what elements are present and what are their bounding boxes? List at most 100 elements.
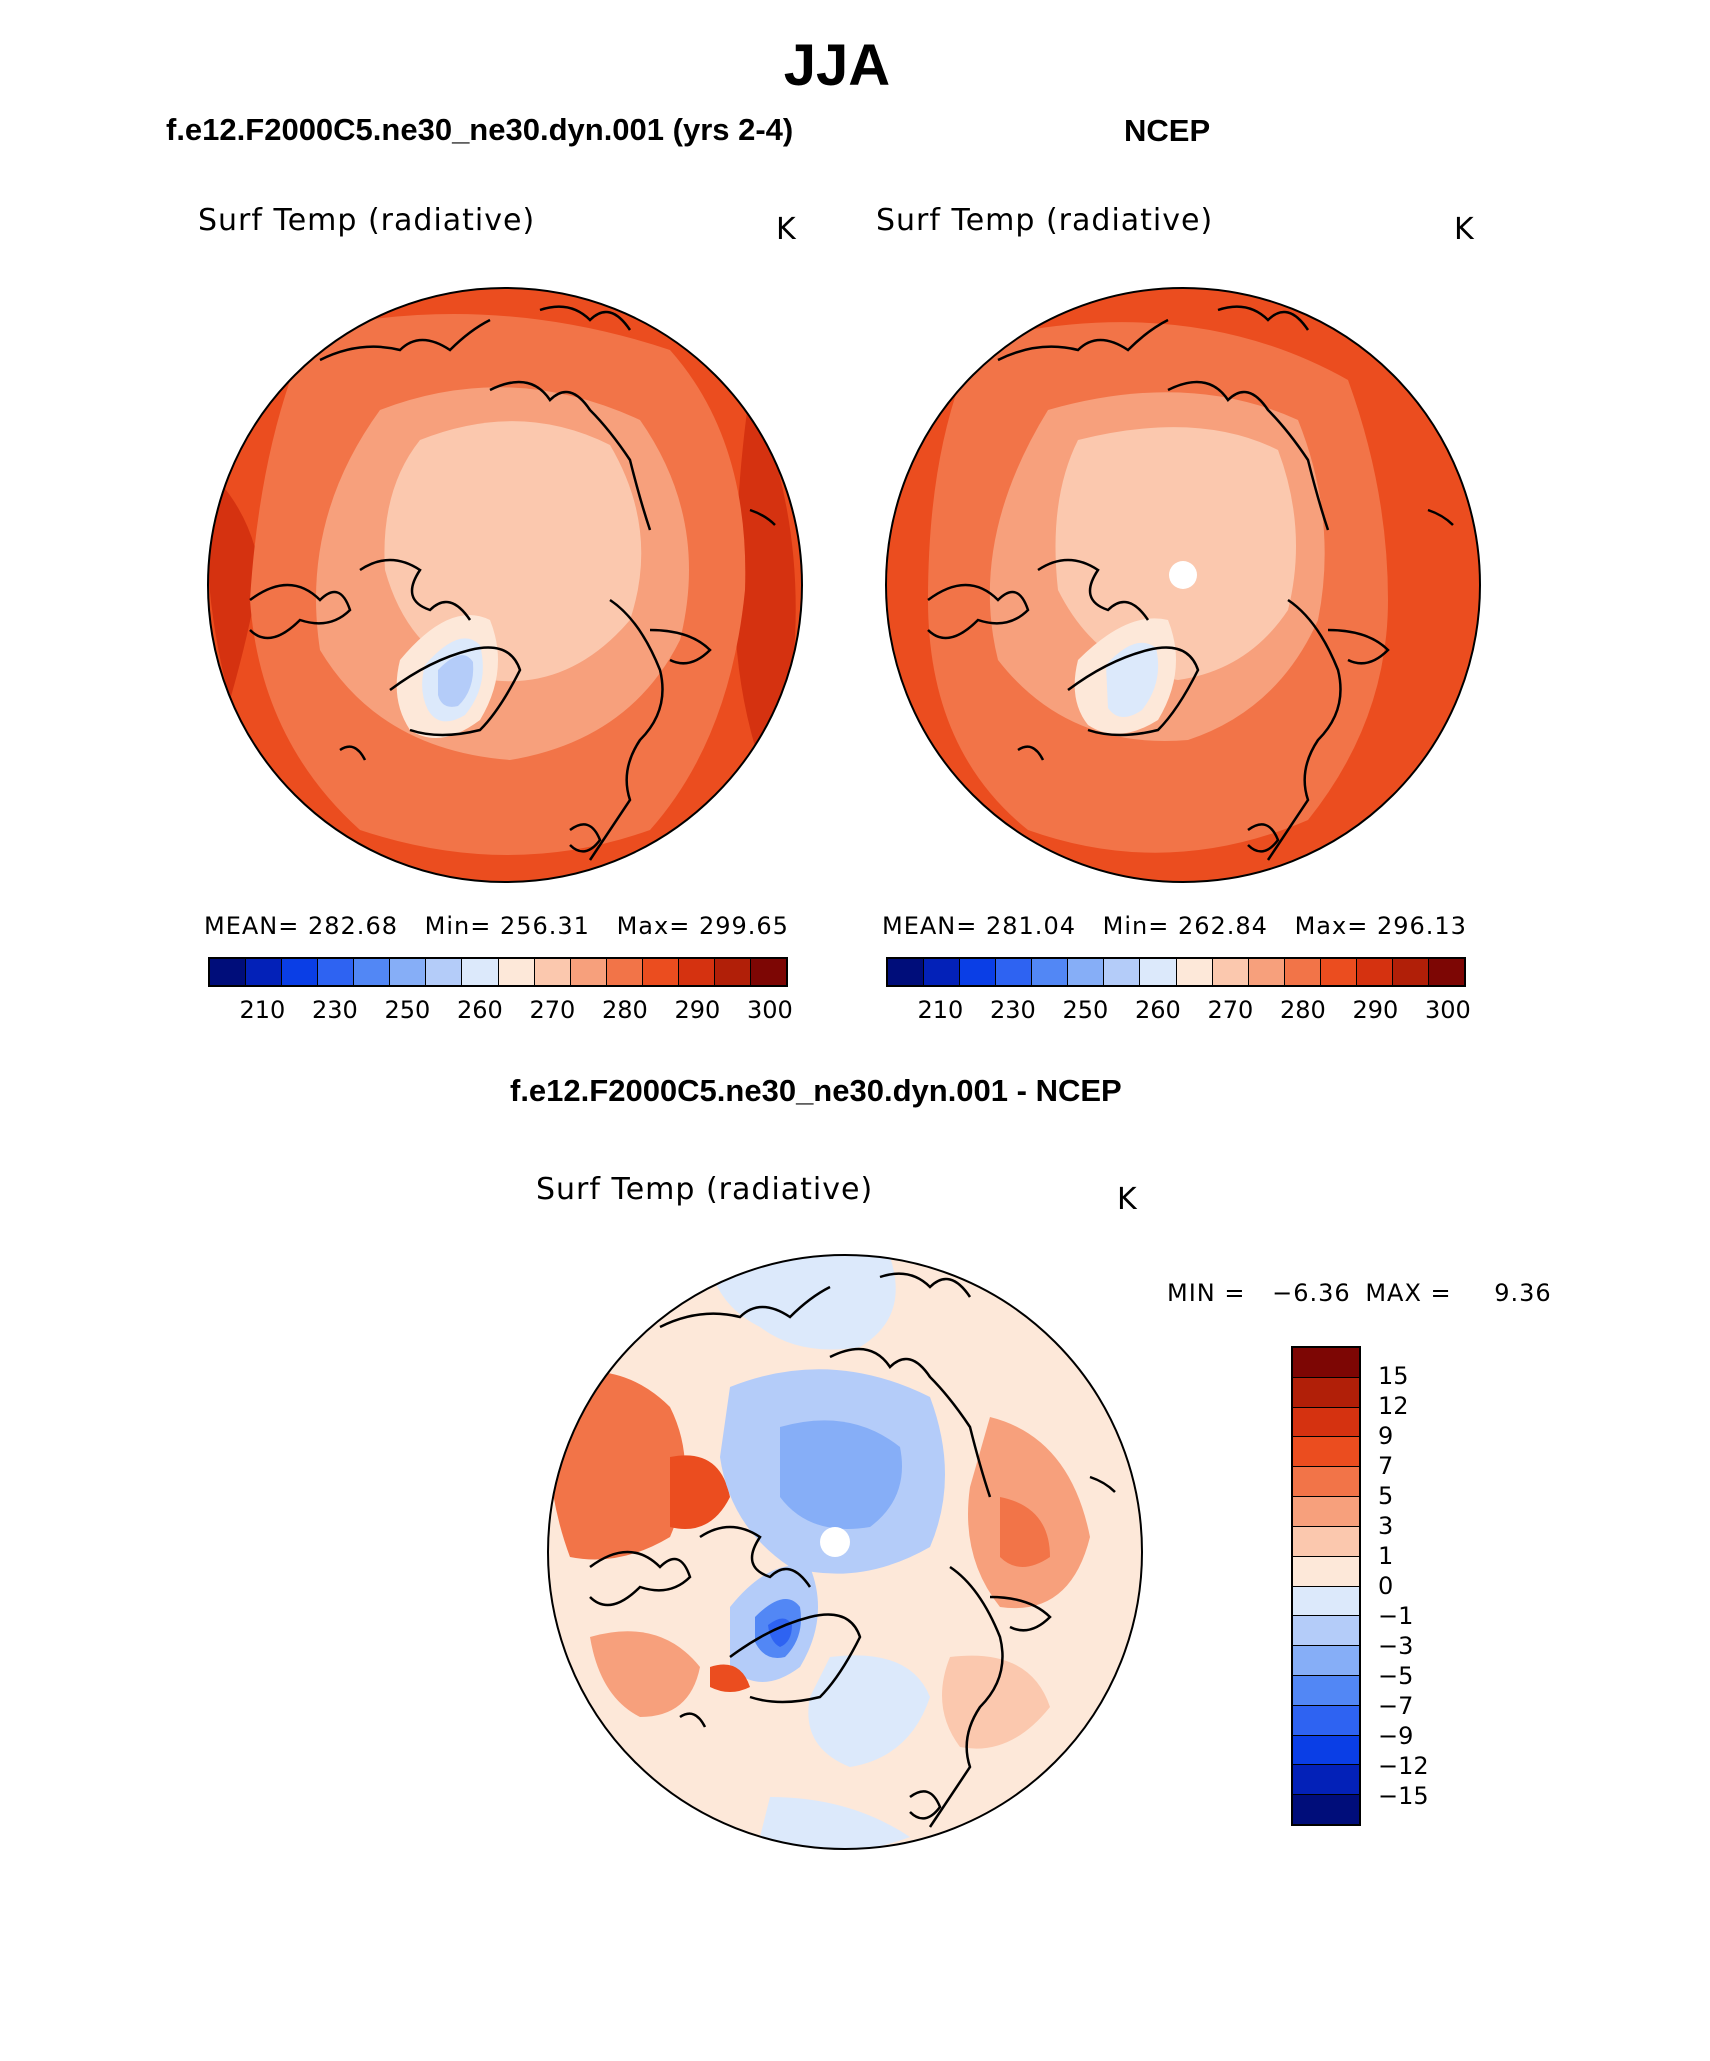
ncep-min-label: Min= [1102, 912, 1170, 940]
ncep-stats: MEAN= 281.04 Min= 262.84 Max= 296.13 [882, 912, 1467, 940]
colorbar-tick-label: 250 [384, 996, 431, 1024]
model-max-value: 299.65 [698, 912, 789, 940]
colorbar-swatch [318, 959, 355, 985]
colorbar-tick-label: 230 [989, 996, 1036, 1024]
colorbar-tick-label: 260 [1134, 996, 1181, 1024]
colorbar-swatch [1293, 1646, 1359, 1676]
map-fill-hot-east [734, 390, 796, 790]
colorbar-swatch [606, 959, 643, 985]
diff-min-label: MIN = [1167, 1279, 1246, 1307]
colorbar-swatch [1356, 959, 1393, 985]
colorbar-swatch [1293, 1586, 1359, 1617]
colorbar-tick-label: −1 [1378, 1602, 1414, 1630]
model-colorbar-ticks: 210 230 250 260 270 280 290 300 [208, 996, 792, 1026]
map-fill-cool-north [710, 1255, 896, 1350]
colorbar-tick-label: 300 [746, 996, 793, 1024]
colorbar-tick-label: 9 [1378, 1422, 1394, 1450]
colorbar-swatch [1293, 1795, 1359, 1824]
colorbar-tick-label: −7 [1378, 1692, 1414, 1720]
colorbar-swatch [1248, 959, 1285, 985]
colorbar-swatch [498, 959, 535, 985]
colorbar-tick-label: 230 [311, 996, 358, 1024]
colorbar-tick-label: −12 [1378, 1752, 1429, 1780]
colorbar-swatch [570, 959, 607, 985]
diff-min-value: −6.36 [1272, 1279, 1351, 1307]
colorbar-swatch [1212, 959, 1249, 985]
pole-missing-data [820, 1527, 850, 1557]
colorbar-tick-label: 1 [1378, 1542, 1394, 1570]
model-stats: MEAN= 282.68 Min= 256.31 Max= 299.65 [204, 912, 789, 940]
colorbar-swatch [1293, 1765, 1359, 1796]
ncep-colorbar-ticks: 210 230 250 260 270 280 290 300 [886, 996, 1470, 1026]
colorbar-swatch [426, 959, 463, 985]
ncep-mean-label: MEAN= [882, 912, 978, 940]
colorbar-swatch [1293, 1675, 1359, 1706]
colorbar-tick-label: 210 [239, 996, 286, 1024]
ncep-units-label: K [1454, 212, 1474, 247]
map-fill-arctic [1055, 427, 1296, 680]
map-boundary [885, 287, 1481, 883]
colorbar-swatch [462, 959, 499, 985]
colorbar-swatch [996, 959, 1033, 985]
map-fill-greenland-edge-warm [710, 1664, 750, 1692]
diff-variable-label: Surf Temp (radiative) [536, 1172, 874, 1207]
colorbar-swatch [354, 959, 391, 985]
colorbar-swatch [1293, 1526, 1359, 1557]
colorbar-tick-label: 270 [529, 996, 576, 1024]
colorbar-swatch [1140, 959, 1177, 985]
colorbar-tick-label: 0 [1378, 1572, 1394, 1600]
reference-title: NCEP [1124, 113, 1211, 148]
colorbar-swatch [1293, 1705, 1359, 1736]
ncep-variable-label: Surf Temp (radiative) [876, 203, 1214, 238]
colorbar-tick-label: 290 [674, 996, 721, 1024]
colorbar-swatch [246, 959, 283, 985]
model-units-label: K [776, 212, 796, 247]
model-min-label: Min= [424, 912, 492, 940]
colorbar-tick-label: −3 [1378, 1632, 1414, 1660]
colorbar-tick-label: 260 [456, 996, 503, 1024]
map-fill-hot-east [1000, 1497, 1050, 1567]
map-fill-hot-west [208, 470, 260, 700]
colorbar-swatch [1293, 1407, 1359, 1438]
model-max-label: Max= [616, 912, 691, 940]
map-fill-arctic [384, 421, 642, 682]
difference-title: f.e12.F2000C5.ne30_ne30.dyn.001 - NCEP [510, 1073, 1122, 1108]
colorbar-swatch [390, 959, 427, 985]
difference-colorbar [1291, 1346, 1361, 1826]
diff-max-value: 9.36 [1494, 1279, 1552, 1307]
map-boundary [207, 287, 803, 883]
model-colorbar [208, 957, 788, 987]
colorbar-swatch [750, 959, 786, 985]
colorbar-swatch [210, 959, 247, 985]
colorbar-swatch [678, 959, 715, 985]
map-fill-cool-atlantic [808, 1655, 930, 1767]
colorbar-swatch [960, 959, 997, 985]
ncep-mean-value: 281.04 [986, 912, 1076, 940]
colorbar-swatch [1392, 959, 1429, 985]
map-fill-cold-arctic [780, 1420, 902, 1529]
model-mean-label: MEAN= [204, 912, 300, 940]
map-fill-hot-west [670, 1455, 730, 1529]
colorbar-swatch [1068, 959, 1105, 985]
colorbar-tick-label: 280 [1279, 996, 1326, 1024]
colorbar-swatch [714, 959, 751, 985]
colorbar-swatch [1293, 1437, 1359, 1468]
colorbar-swatch [1176, 959, 1213, 985]
ncep-max-value: 296.13 [1376, 912, 1467, 940]
colorbar-tick-label: 270 [1207, 996, 1254, 1024]
ncep-max-label: Max= [1294, 912, 1369, 940]
colorbar-tick-label: 7 [1378, 1452, 1394, 1480]
ncep-polar-map [885, 287, 1481, 883]
season-title: JJA [783, 33, 891, 98]
diff-max-label: MAX = [1365, 1279, 1452, 1307]
colorbar-swatch [1032, 959, 1069, 985]
coastlines [589, 1272, 1116, 1828]
map-fill-warm-se [942, 1655, 1050, 1749]
pole-missing-data [1169, 561, 1197, 589]
map-fill-greenland [1106, 642, 1159, 718]
map-fill-warm-sw [590, 1631, 700, 1717]
colorbar-tick-label: −9 [1378, 1722, 1414, 1750]
colorbar-swatch [1320, 959, 1357, 985]
colorbar-swatch [1293, 1467, 1359, 1498]
colorbar-tick-label: −15 [1378, 1782, 1429, 1810]
